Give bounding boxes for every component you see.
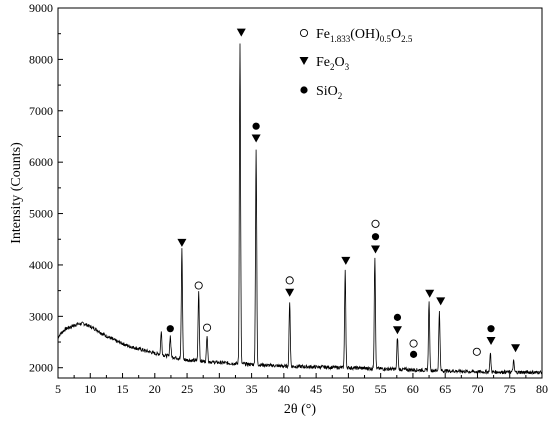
x-tick-label: 25 [181, 382, 193, 396]
x-axis-title: 2θ (°) [284, 402, 316, 417]
legend-entry: Fe1.833(OH)0.5O2.5 [316, 27, 413, 44]
sio2-marker [409, 350, 418, 358]
x-tick-label: 10 [84, 382, 96, 396]
y-tick-label: 4000 [29, 258, 53, 272]
x-tick-label: 5 [55, 382, 61, 396]
y-tick-label: 5000 [29, 207, 53, 221]
feooh-marker [203, 323, 212, 332]
x-tick-label: 50 [342, 382, 354, 396]
legend: Fe1.833(OH)0.5O2.5 Fe2O3 SiO2 [299, 27, 413, 101]
fe2o3-marker [251, 134, 261, 143]
fe2o3-marker [436, 297, 446, 306]
x-tick-label: 80 [536, 382, 548, 396]
y-tick-label: 9000 [29, 1, 53, 15]
y-tick-label: 7000 [29, 104, 53, 118]
fe2o3-marker [371, 245, 381, 254]
legend-entry: Fe2O3 [316, 55, 350, 72]
fe2o3-marker [511, 344, 521, 353]
plot-frame [57, 7, 543, 379]
fe2o3-marker [177, 238, 187, 247]
sio2-marker [166, 325, 174, 333]
xrd-pattern-line [57, 43, 543, 376]
legend-entry: SiO2 [316, 84, 342, 101]
sio2-marker [300, 86, 308, 94]
fe2o3-marker [486, 337, 496, 345]
feooh-marker [472, 347, 481, 356]
x-tick-label: 30 [213, 382, 225, 396]
sio2-marker [252, 122, 260, 130]
x-tick-label: 60 [407, 382, 419, 396]
fe2o3-marker [299, 57, 309, 65]
fe2o3-marker [341, 256, 351, 265]
x-tick-label: 55 [375, 382, 387, 396]
plot-area [57, 43, 543, 376]
feooh-marker [409, 339, 418, 348]
y-tick-label: 2000 [29, 361, 53, 375]
feooh-marker [299, 28, 309, 38]
y-tick-label: 3000 [29, 309, 53, 323]
feooh-marker [285, 276, 294, 285]
phase-markers [166, 28, 521, 358]
feooh-marker [194, 281, 203, 290]
x-tick-label: 40 [278, 382, 290, 396]
y-tick-label: 6000 [29, 155, 53, 169]
x-tick-label: 65 [439, 382, 451, 396]
y-axis-title: Intensity (Counts) [9, 142, 24, 244]
fe2o3-marker [236, 28, 246, 37]
x-tick-label: 45 [310, 382, 322, 396]
x-tick-label: 75 [504, 382, 516, 396]
sio2-marker [371, 233, 380, 241]
x-tick-label: 15 [117, 382, 129, 396]
feooh-marker [371, 219, 380, 228]
sio2-marker [487, 325, 495, 333]
x-tick-label: 70 [471, 382, 483, 396]
fe2o3-marker [285, 288, 295, 297]
fe2o3-marker [392, 326, 402, 335]
x-tick-label: 35 [246, 382, 258, 396]
x-tick-label: 20 [149, 382, 161, 396]
axis-ticks: 5 10 15 20 25 30 35 40 45 50 55 60 65 70 75 80 2000 3000 4… [29, 1, 548, 396]
sio2-marker [393, 313, 402, 321]
fe2o3-marker [425, 289, 435, 298]
y-tick-label: 8000 [29, 52, 53, 66]
